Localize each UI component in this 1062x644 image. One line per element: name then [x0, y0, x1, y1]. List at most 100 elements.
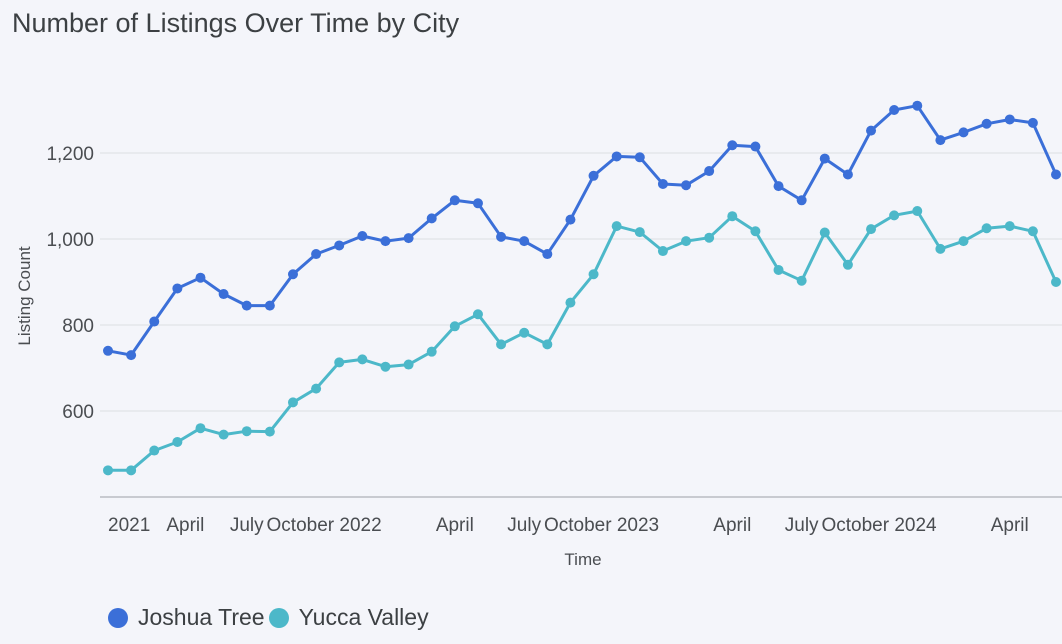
x-tick-label: April — [436, 515, 474, 536]
data-point-joshua-tree[interactable] — [796, 195, 807, 206]
data-point-joshua-tree[interactable] — [103, 345, 113, 356]
series-yucca-valley — [103, 206, 1061, 476]
data-point-yucca-valley[interactable] — [172, 436, 183, 447]
data-point-yucca-valley[interactable] — [958, 236, 969, 247]
data-point-joshua-tree[interactable] — [542, 249, 553, 260]
data-point-joshua-tree[interactable] — [519, 236, 530, 247]
data-point-joshua-tree[interactable] — [172, 283, 183, 294]
data-point-yucca-valley[interactable] — [311, 383, 322, 394]
data-point-yucca-valley[interactable] — [796, 275, 807, 286]
data-point-yucca-valley[interactable] — [912, 206, 923, 217]
data-point-joshua-tree[interactable] — [657, 178, 668, 189]
y-axis: 600 800 1,000 1,200 — [46, 144, 94, 423]
data-point-yucca-valley[interactable] — [103, 465, 113, 476]
data-point-yucca-valley[interactable] — [380, 361, 391, 372]
data-point-yucca-valley[interactable] — [935, 243, 946, 254]
data-point-yucca-valley[interactable] — [634, 227, 645, 238]
data-point-joshua-tree[interactable] — [565, 214, 576, 225]
data-point-joshua-tree[interactable] — [981, 118, 992, 129]
data-point-joshua-tree[interactable] — [311, 249, 322, 260]
data-point-joshua-tree[interactable] — [588, 170, 599, 181]
data-point-yucca-valley[interactable] — [565, 297, 576, 308]
data-point-yucca-valley[interactable] — [357, 354, 368, 365]
data-point-yucca-valley[interactable] — [842, 259, 853, 270]
legend-item-yucca-valley[interactable]: Yucca Valley — [268, 604, 429, 631]
data-point-yucca-valley[interactable] — [403, 359, 414, 370]
data-point-joshua-tree[interactable] — [611, 151, 622, 162]
series-group — [103, 100, 1061, 476]
data-point-joshua-tree[interactable] — [1051, 169, 1061, 180]
data-point-joshua-tree[interactable] — [634, 152, 645, 163]
data-point-yucca-valley[interactable] — [496, 339, 507, 350]
data-point-joshua-tree[interactable] — [681, 180, 692, 191]
data-point-joshua-tree[interactable] — [750, 141, 761, 152]
y-tick-label: 1,000 — [46, 230, 94, 251]
data-point-joshua-tree[interactable] — [842, 169, 853, 180]
data-point-yucca-valley[interactable] — [819, 227, 830, 238]
data-point-joshua-tree[interactable] — [287, 269, 298, 280]
data-point-joshua-tree[interactable] — [773, 181, 784, 192]
data-point-yucca-valley[interactable] — [287, 397, 298, 408]
data-point-yucca-valley[interactable] — [704, 232, 715, 243]
data-point-joshua-tree[interactable] — [472, 198, 483, 209]
data-point-yucca-valley[interactable] — [773, 264, 784, 275]
data-point-yucca-valley[interactable] — [681, 236, 692, 247]
data-point-yucca-valley[interactable] — [149, 445, 160, 456]
data-point-joshua-tree[interactable] — [380, 236, 391, 247]
data-point-yucca-valley[interactable] — [519, 327, 530, 338]
data-point-yucca-valley[interactable] — [218, 429, 229, 440]
data-point-joshua-tree[interactable] — [1004, 114, 1015, 125]
legend-swatch-joshua-tree — [108, 607, 128, 628]
y-tick-label: 800 — [62, 316, 94, 337]
data-point-joshua-tree[interactable] — [334, 240, 345, 251]
data-point-joshua-tree[interactable] — [126, 350, 137, 361]
data-point-yucca-valley[interactable] — [889, 210, 900, 221]
data-point-yucca-valley[interactable] — [195, 423, 206, 434]
data-point-yucca-valley[interactable] — [241, 426, 252, 437]
legend-item-joshua-tree[interactable]: Joshua Tree — [108, 604, 265, 631]
x-tick-label: April — [166, 515, 204, 536]
data-point-joshua-tree[interactable] — [704, 166, 715, 177]
data-point-yucca-valley[interactable] — [866, 224, 877, 235]
data-point-joshua-tree[interactable] — [149, 316, 160, 327]
data-point-joshua-tree[interactable] — [889, 105, 900, 115]
data-point-joshua-tree[interactable] — [449, 195, 460, 206]
data-point-joshua-tree[interactable] — [912, 100, 923, 111]
data-point-joshua-tree[interactable] — [264, 300, 275, 311]
data-point-joshua-tree[interactable] — [195, 272, 206, 283]
data-point-yucca-valley[interactable] — [750, 226, 761, 237]
data-point-yucca-valley[interactable] — [126, 465, 137, 476]
data-point-joshua-tree[interactable] — [496, 231, 507, 242]
data-point-joshua-tree[interactable] — [426, 213, 437, 224]
x-tick-label: July — [785, 515, 819, 536]
data-point-joshua-tree[interactable] — [357, 230, 368, 241]
data-point-joshua-tree[interactable] — [218, 289, 229, 300]
data-point-joshua-tree[interactable] — [935, 135, 946, 146]
data-point-yucca-valley[interactable] — [449, 321, 460, 332]
data-point-yucca-valley[interactable] — [1004, 221, 1015, 232]
data-point-yucca-valley[interactable] — [542, 339, 553, 350]
data-point-joshua-tree[interactable] — [1027, 117, 1038, 128]
data-point-yucca-valley[interactable] — [727, 211, 738, 222]
data-point-joshua-tree[interactable] — [403, 233, 414, 244]
data-point-joshua-tree[interactable] — [727, 140, 738, 151]
data-point-yucca-valley[interactable] — [426, 346, 437, 357]
data-point-yucca-valley[interactable] — [611, 221, 622, 232]
data-point-joshua-tree[interactable] — [958, 127, 969, 138]
data-point-yucca-valley[interactable] — [981, 223, 992, 234]
data-point-yucca-valley[interactable] — [588, 269, 599, 280]
data-point-yucca-valley[interactable] — [1027, 226, 1038, 237]
data-point-yucca-valley[interactable] — [1051, 277, 1061, 287]
x-tick-label: October 2022 — [267, 515, 382, 536]
data-point-yucca-valley[interactable] — [657, 246, 668, 257]
data-point-joshua-tree[interactable] — [819, 153, 830, 164]
data-point-yucca-valley[interactable] — [264, 426, 275, 437]
data-point-joshua-tree[interactable] — [866, 125, 877, 136]
x-axis-title: Time — [564, 550, 601, 569]
x-tick-label: April — [991, 515, 1029, 536]
data-point-yucca-valley[interactable] — [334, 357, 345, 368]
data-point-yucca-valley[interactable] — [472, 309, 483, 320]
data-point-joshua-tree[interactable] — [241, 300, 252, 311]
legend-swatch-yucca-valley — [268, 607, 289, 628]
